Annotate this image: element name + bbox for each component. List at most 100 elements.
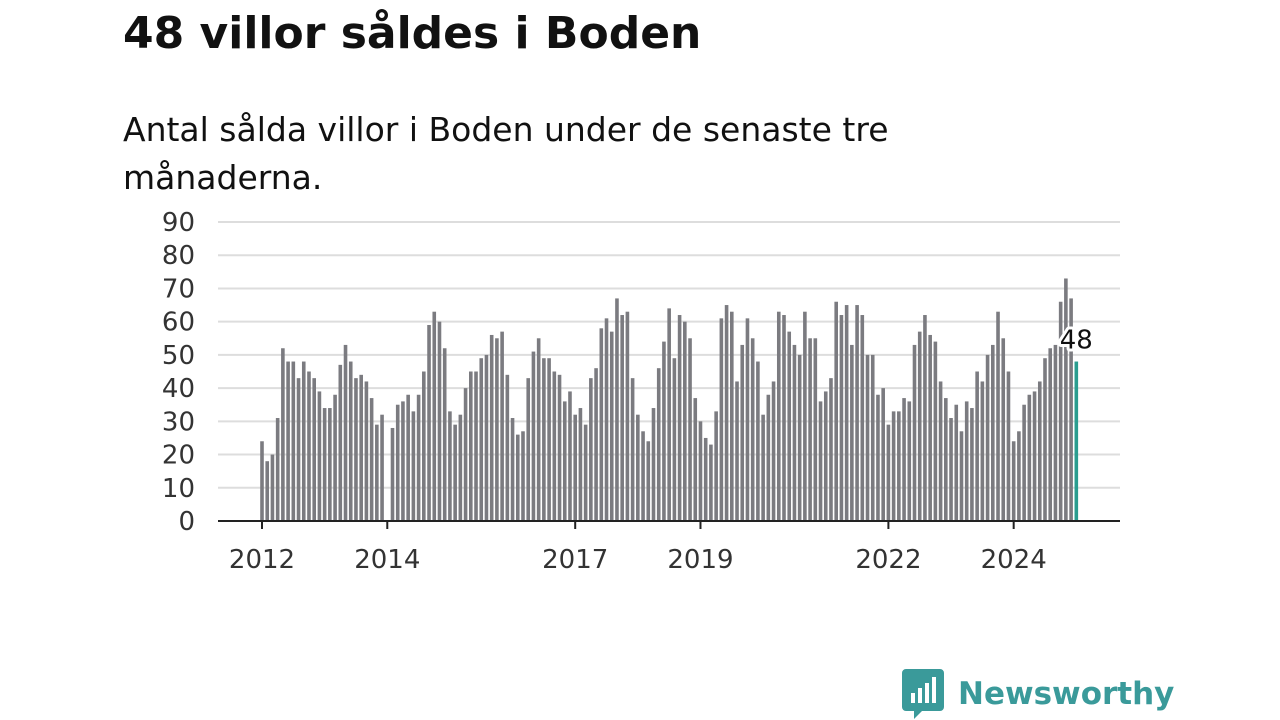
bar — [343, 344, 348, 521]
bar — [479, 358, 484, 521]
bar — [636, 414, 640, 521]
bar — [797, 354, 802, 521]
bar — [923, 315, 927, 521]
bar — [944, 398, 948, 521]
bar — [307, 371, 311, 521]
y-tick-label: 30 — [162, 407, 195, 437]
bar — [583, 424, 588, 521]
bar — [949, 418, 953, 521]
bar — [406, 394, 410, 521]
bar — [442, 348, 447, 521]
bar — [453, 424, 457, 521]
bar — [897, 411, 901, 521]
y-tick-label: 40 — [162, 374, 195, 404]
bar — [432, 311, 437, 521]
bar — [703, 437, 708, 521]
bar — [870, 354, 875, 521]
bar — [458, 414, 463, 521]
bar — [401, 401, 405, 521]
brand: Newsworthy — [902, 668, 1174, 720]
bar — [803, 311, 807, 521]
bar — [750, 338, 755, 521]
bar — [369, 398, 374, 521]
bar — [912, 344, 917, 521]
bar — [850, 344, 854, 521]
y-tick-label: 20 — [162, 441, 195, 471]
bar — [970, 408, 974, 521]
bar — [698, 421, 703, 521]
bar — [328, 408, 332, 521]
bar — [620, 315, 624, 521]
bar — [291, 361, 296, 521]
bar — [683, 321, 687, 521]
bar — [495, 338, 499, 521]
bar — [646, 441, 651, 521]
bar — [964, 401, 969, 521]
bar — [411, 411, 416, 521]
bar — [756, 361, 760, 521]
y-tick-label: 0 — [178, 507, 195, 537]
bar — [359, 374, 363, 521]
bar — [766, 394, 771, 521]
bar — [338, 364, 343, 521]
bar — [301, 361, 306, 521]
bar — [907, 401, 912, 521]
y-tick-label: 50 — [162, 341, 195, 371]
bar — [1011, 441, 1016, 521]
last-value-label: 48 — [1060, 326, 1093, 356]
bar — [625, 311, 630, 521]
bar — [782, 315, 786, 521]
x-tick-label: 2022 — [855, 545, 921, 575]
bar — [609, 331, 614, 521]
bar — [933, 341, 938, 521]
bar — [552, 371, 557, 521]
bar — [437, 321, 442, 521]
bar — [469, 371, 473, 521]
bar — [1037, 381, 1042, 521]
bar — [463, 388, 468, 521]
bar — [886, 424, 891, 521]
y-tick-label: 90 — [162, 208, 195, 238]
bar — [578, 408, 583, 521]
bar — [427, 324, 431, 521]
bar — [902, 398, 906, 521]
bar — [735, 381, 739, 521]
bar — [776, 311, 781, 521]
bar — [281, 348, 285, 521]
bar — [484, 354, 489, 521]
bar — [954, 404, 959, 521]
bar — [917, 331, 922, 521]
bar — [714, 411, 718, 521]
bar — [521, 431, 525, 521]
bar — [542, 358, 546, 521]
bar — [928, 334, 932, 521]
bar — [808, 338, 812, 521]
x-axis-ticks: 2012 2014 2017 2019 2022 2024 — [229, 521, 1047, 575]
bar — [1048, 348, 1053, 521]
bars — [260, 278, 1079, 521]
bar — [604, 318, 609, 521]
bar — [745, 318, 750, 521]
x-tick-label: 2024 — [981, 545, 1047, 575]
bar — [1006, 371, 1011, 521]
bar — [515, 434, 520, 521]
bar — [667, 308, 671, 521]
bar — [730, 311, 734, 521]
bar — [818, 401, 823, 521]
bar — [991, 344, 995, 521]
bar — [813, 338, 818, 521]
bar — [980, 381, 985, 521]
bar — [416, 394, 421, 521]
bar — [959, 431, 964, 521]
bar — [844, 305, 849, 521]
bar — [829, 378, 833, 521]
bar — [312, 378, 316, 521]
bar — [573, 414, 577, 521]
bar — [823, 391, 828, 521]
bar — [1058, 301, 1063, 521]
bar — [557, 374, 562, 521]
bar — [771, 381, 776, 521]
bar — [855, 305, 859, 521]
